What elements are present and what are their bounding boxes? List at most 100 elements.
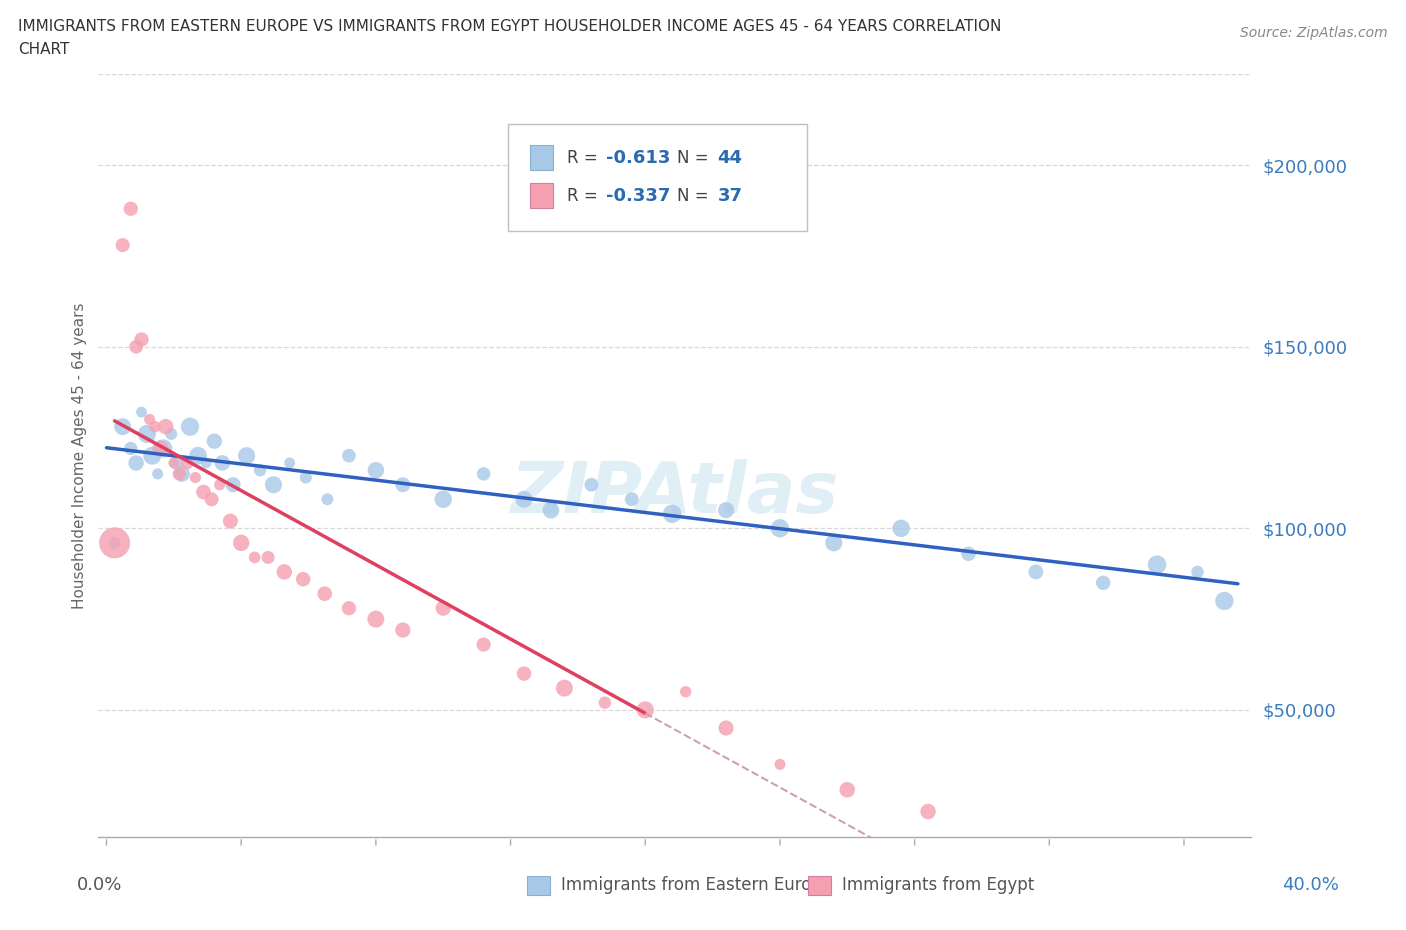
- Point: [634, 702, 657, 717]
- Text: Immigrants from Egypt: Immigrants from Egypt: [842, 876, 1035, 895]
- Point: [837, 782, 859, 797]
- Point: [103, 536, 125, 551]
- Point: [1025, 565, 1047, 579]
- Point: [143, 419, 166, 434]
- Point: [957, 546, 980, 561]
- Text: IMMIGRANTS FROM EASTERN EUROPE VS IMMIGRANTS FROM EGYPT HOUSEHOLDER INCOME AGES : IMMIGRANTS FROM EASTERN EUROPE VS IMMIGR…: [18, 19, 1001, 33]
- Point: [152, 441, 174, 456]
- Point: [661, 506, 683, 521]
- Y-axis label: Householder Income Ages 45 - 64 years: Householder Income Ages 45 - 64 years: [72, 302, 87, 609]
- Text: Immigrants from Eastern Europe: Immigrants from Eastern Europe: [561, 876, 832, 895]
- Point: [176, 456, 198, 471]
- Text: 0.0%: 0.0%: [77, 876, 122, 895]
- Point: [211, 456, 233, 471]
- Point: [103, 536, 125, 551]
- Point: [166, 456, 188, 471]
- FancyBboxPatch shape: [530, 145, 553, 170]
- Point: [316, 492, 339, 507]
- Point: [769, 757, 792, 772]
- Point: [295, 470, 318, 485]
- Point: [278, 456, 301, 471]
- Point: [167, 467, 190, 482]
- Point: [160, 427, 183, 442]
- Text: R =: R =: [567, 187, 603, 205]
- Point: [131, 405, 153, 419]
- Point: [135, 427, 157, 442]
- Point: [111, 238, 134, 253]
- Point: [513, 492, 536, 507]
- Point: [200, 492, 222, 507]
- Text: 44: 44: [717, 149, 742, 166]
- Point: [235, 448, 257, 463]
- Point: [1187, 565, 1209, 579]
- Point: [553, 681, 575, 696]
- Point: [219, 513, 242, 528]
- Point: [620, 492, 643, 507]
- Point: [391, 622, 413, 637]
- Point: [714, 503, 737, 518]
- Point: [513, 666, 536, 681]
- Point: [823, 536, 845, 551]
- FancyBboxPatch shape: [530, 183, 553, 207]
- Point: [146, 467, 169, 482]
- Text: N =: N =: [678, 187, 714, 205]
- Point: [1092, 576, 1115, 591]
- Point: [170, 467, 193, 482]
- Point: [120, 441, 142, 456]
- Text: 37: 37: [717, 187, 742, 205]
- Point: [337, 448, 360, 463]
- Text: -0.337: -0.337: [606, 187, 671, 205]
- Text: Source: ZipAtlas.com: Source: ZipAtlas.com: [1240, 26, 1388, 40]
- Point: [111, 419, 134, 434]
- Point: [125, 456, 148, 471]
- Point: [243, 550, 266, 565]
- Text: N =: N =: [678, 149, 714, 166]
- Point: [155, 419, 177, 434]
- Point: [593, 696, 616, 711]
- Point: [131, 332, 153, 347]
- Point: [714, 721, 737, 736]
- Point: [184, 470, 207, 485]
- Point: [472, 637, 495, 652]
- Point: [138, 412, 160, 427]
- Point: [391, 477, 413, 492]
- Point: [231, 536, 253, 551]
- Point: [163, 456, 186, 471]
- Point: [292, 572, 315, 587]
- Point: [202, 433, 225, 448]
- Point: [141, 448, 163, 463]
- Point: [917, 804, 939, 819]
- Point: [222, 477, 245, 492]
- Point: [208, 477, 231, 492]
- Point: [249, 463, 271, 478]
- Point: [1146, 557, 1168, 572]
- Point: [675, 684, 697, 699]
- Point: [273, 565, 295, 579]
- FancyBboxPatch shape: [508, 124, 807, 231]
- Point: [540, 503, 562, 518]
- Point: [120, 201, 142, 216]
- Point: [890, 521, 912, 536]
- Text: 40.0%: 40.0%: [1282, 876, 1339, 895]
- Point: [1213, 593, 1236, 608]
- Text: ZIPAtlas: ZIPAtlas: [510, 459, 839, 528]
- Point: [432, 601, 454, 616]
- Point: [769, 521, 792, 536]
- Point: [337, 601, 360, 616]
- Text: CHART: CHART: [18, 42, 70, 57]
- Point: [187, 448, 209, 463]
- Point: [257, 550, 280, 565]
- Point: [193, 485, 215, 499]
- Point: [263, 477, 285, 492]
- Point: [149, 441, 172, 456]
- Point: [364, 463, 387, 478]
- Point: [195, 456, 218, 471]
- Text: R =: R =: [567, 149, 603, 166]
- Point: [581, 477, 603, 492]
- Point: [314, 586, 336, 601]
- Point: [364, 612, 387, 627]
- Point: [125, 339, 148, 354]
- Point: [432, 492, 454, 507]
- Point: [472, 467, 495, 482]
- Text: -0.613: -0.613: [606, 149, 671, 166]
